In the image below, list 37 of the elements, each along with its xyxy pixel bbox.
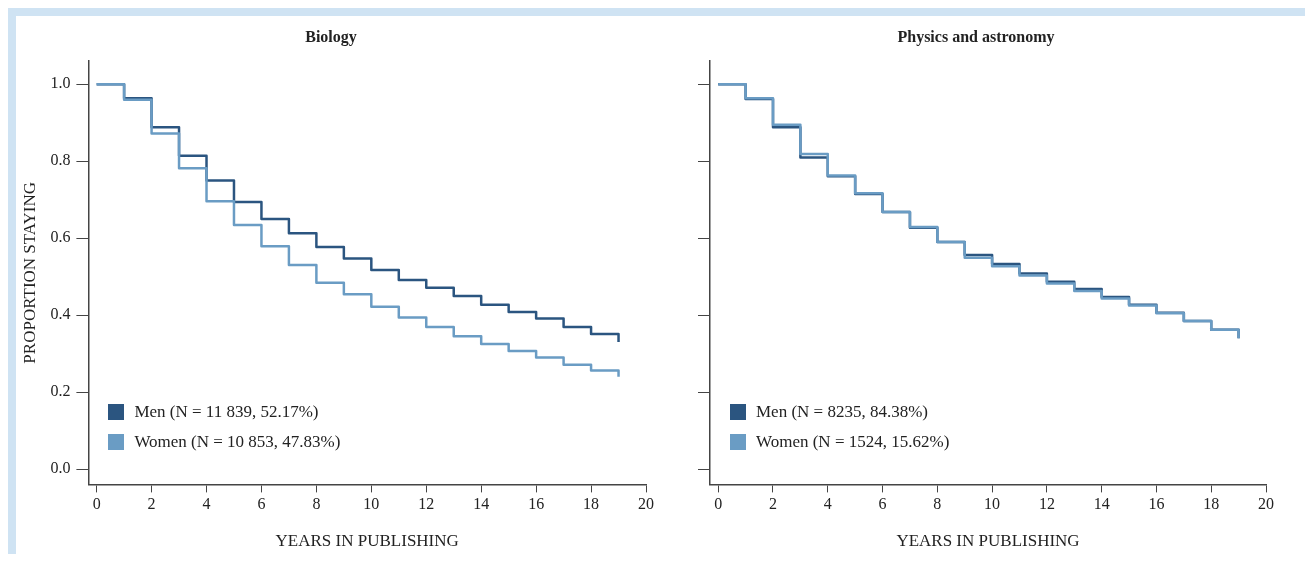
y-tick-label: 0.6 <box>50 228 71 246</box>
y-tick-label: 0.0 <box>50 459 71 477</box>
x-axis-title: YEARS IN PUBLISHING <box>275 531 459 551</box>
x-tick-label: 0 <box>92 495 101 513</box>
legend-label: Men (N = 11 839, 52.17%) <box>134 402 319 423</box>
x-tick-label: 12 <box>1038 495 1055 513</box>
x-tick-label: 10 <box>363 495 380 513</box>
x-tick-label: 18 <box>583 495 600 513</box>
y-tick-label: 0.8 <box>50 151 71 169</box>
x-tick-label: 0 <box>714 495 723 513</box>
x-tick-label: 20 <box>1258 495 1274 513</box>
y-tick-label: 0.4 <box>50 305 71 323</box>
x-tick-label: 14 <box>473 495 490 513</box>
x-tick-label: 8 <box>312 495 321 513</box>
x-tick-label: 2 <box>769 495 777 513</box>
y-tick-label: 1.0 <box>50 74 71 92</box>
x-tick-label: 10 <box>984 495 1001 513</box>
x-tick-label: 4 <box>823 495 832 513</box>
x-tick-label: 16 <box>1148 495 1165 513</box>
legend-label: Men (N = 8235, 84.38%) <box>756 402 929 423</box>
x-tick-label: 16 <box>528 495 545 513</box>
y-tick-label: 0.2 <box>50 382 71 400</box>
x-tick-label: 4 <box>202 495 211 513</box>
x-axis-title: YEARS IN PUBLISHING <box>896 531 1080 551</box>
x-tick-label: 14 <box>1093 495 1110 513</box>
legend-label: Women (N = 10 853, 47.83%) <box>134 432 341 453</box>
y-axis-title: PROPORTION STAYING <box>19 181 39 364</box>
x-tick-label: 18 <box>1203 495 1220 513</box>
x-tick-label: 12 <box>418 495 435 513</box>
legend-label: Women (N = 1524, 15.62%) <box>756 432 950 453</box>
x-tick-label: 6 <box>257 495 266 513</box>
x-tick-label: 6 <box>878 495 887 513</box>
chart-title: Biology <box>305 27 357 46</box>
x-tick-label: 8 <box>933 495 942 513</box>
x-tick-label: 2 <box>147 495 156 513</box>
x-tick-label: 20 <box>638 495 654 513</box>
chart-title: Physics and astronomy <box>897 27 1055 46</box>
